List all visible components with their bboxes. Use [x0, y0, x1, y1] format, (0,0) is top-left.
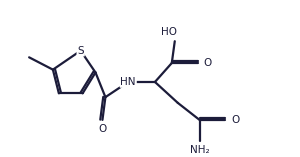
Text: HO: HO [161, 27, 177, 37]
Text: O: O [98, 124, 106, 134]
Text: O: O [231, 115, 239, 125]
Text: HN: HN [121, 77, 136, 87]
Text: NH₂: NH₂ [190, 145, 209, 154]
Text: S: S [77, 46, 84, 56]
Text: O: O [203, 58, 212, 68]
